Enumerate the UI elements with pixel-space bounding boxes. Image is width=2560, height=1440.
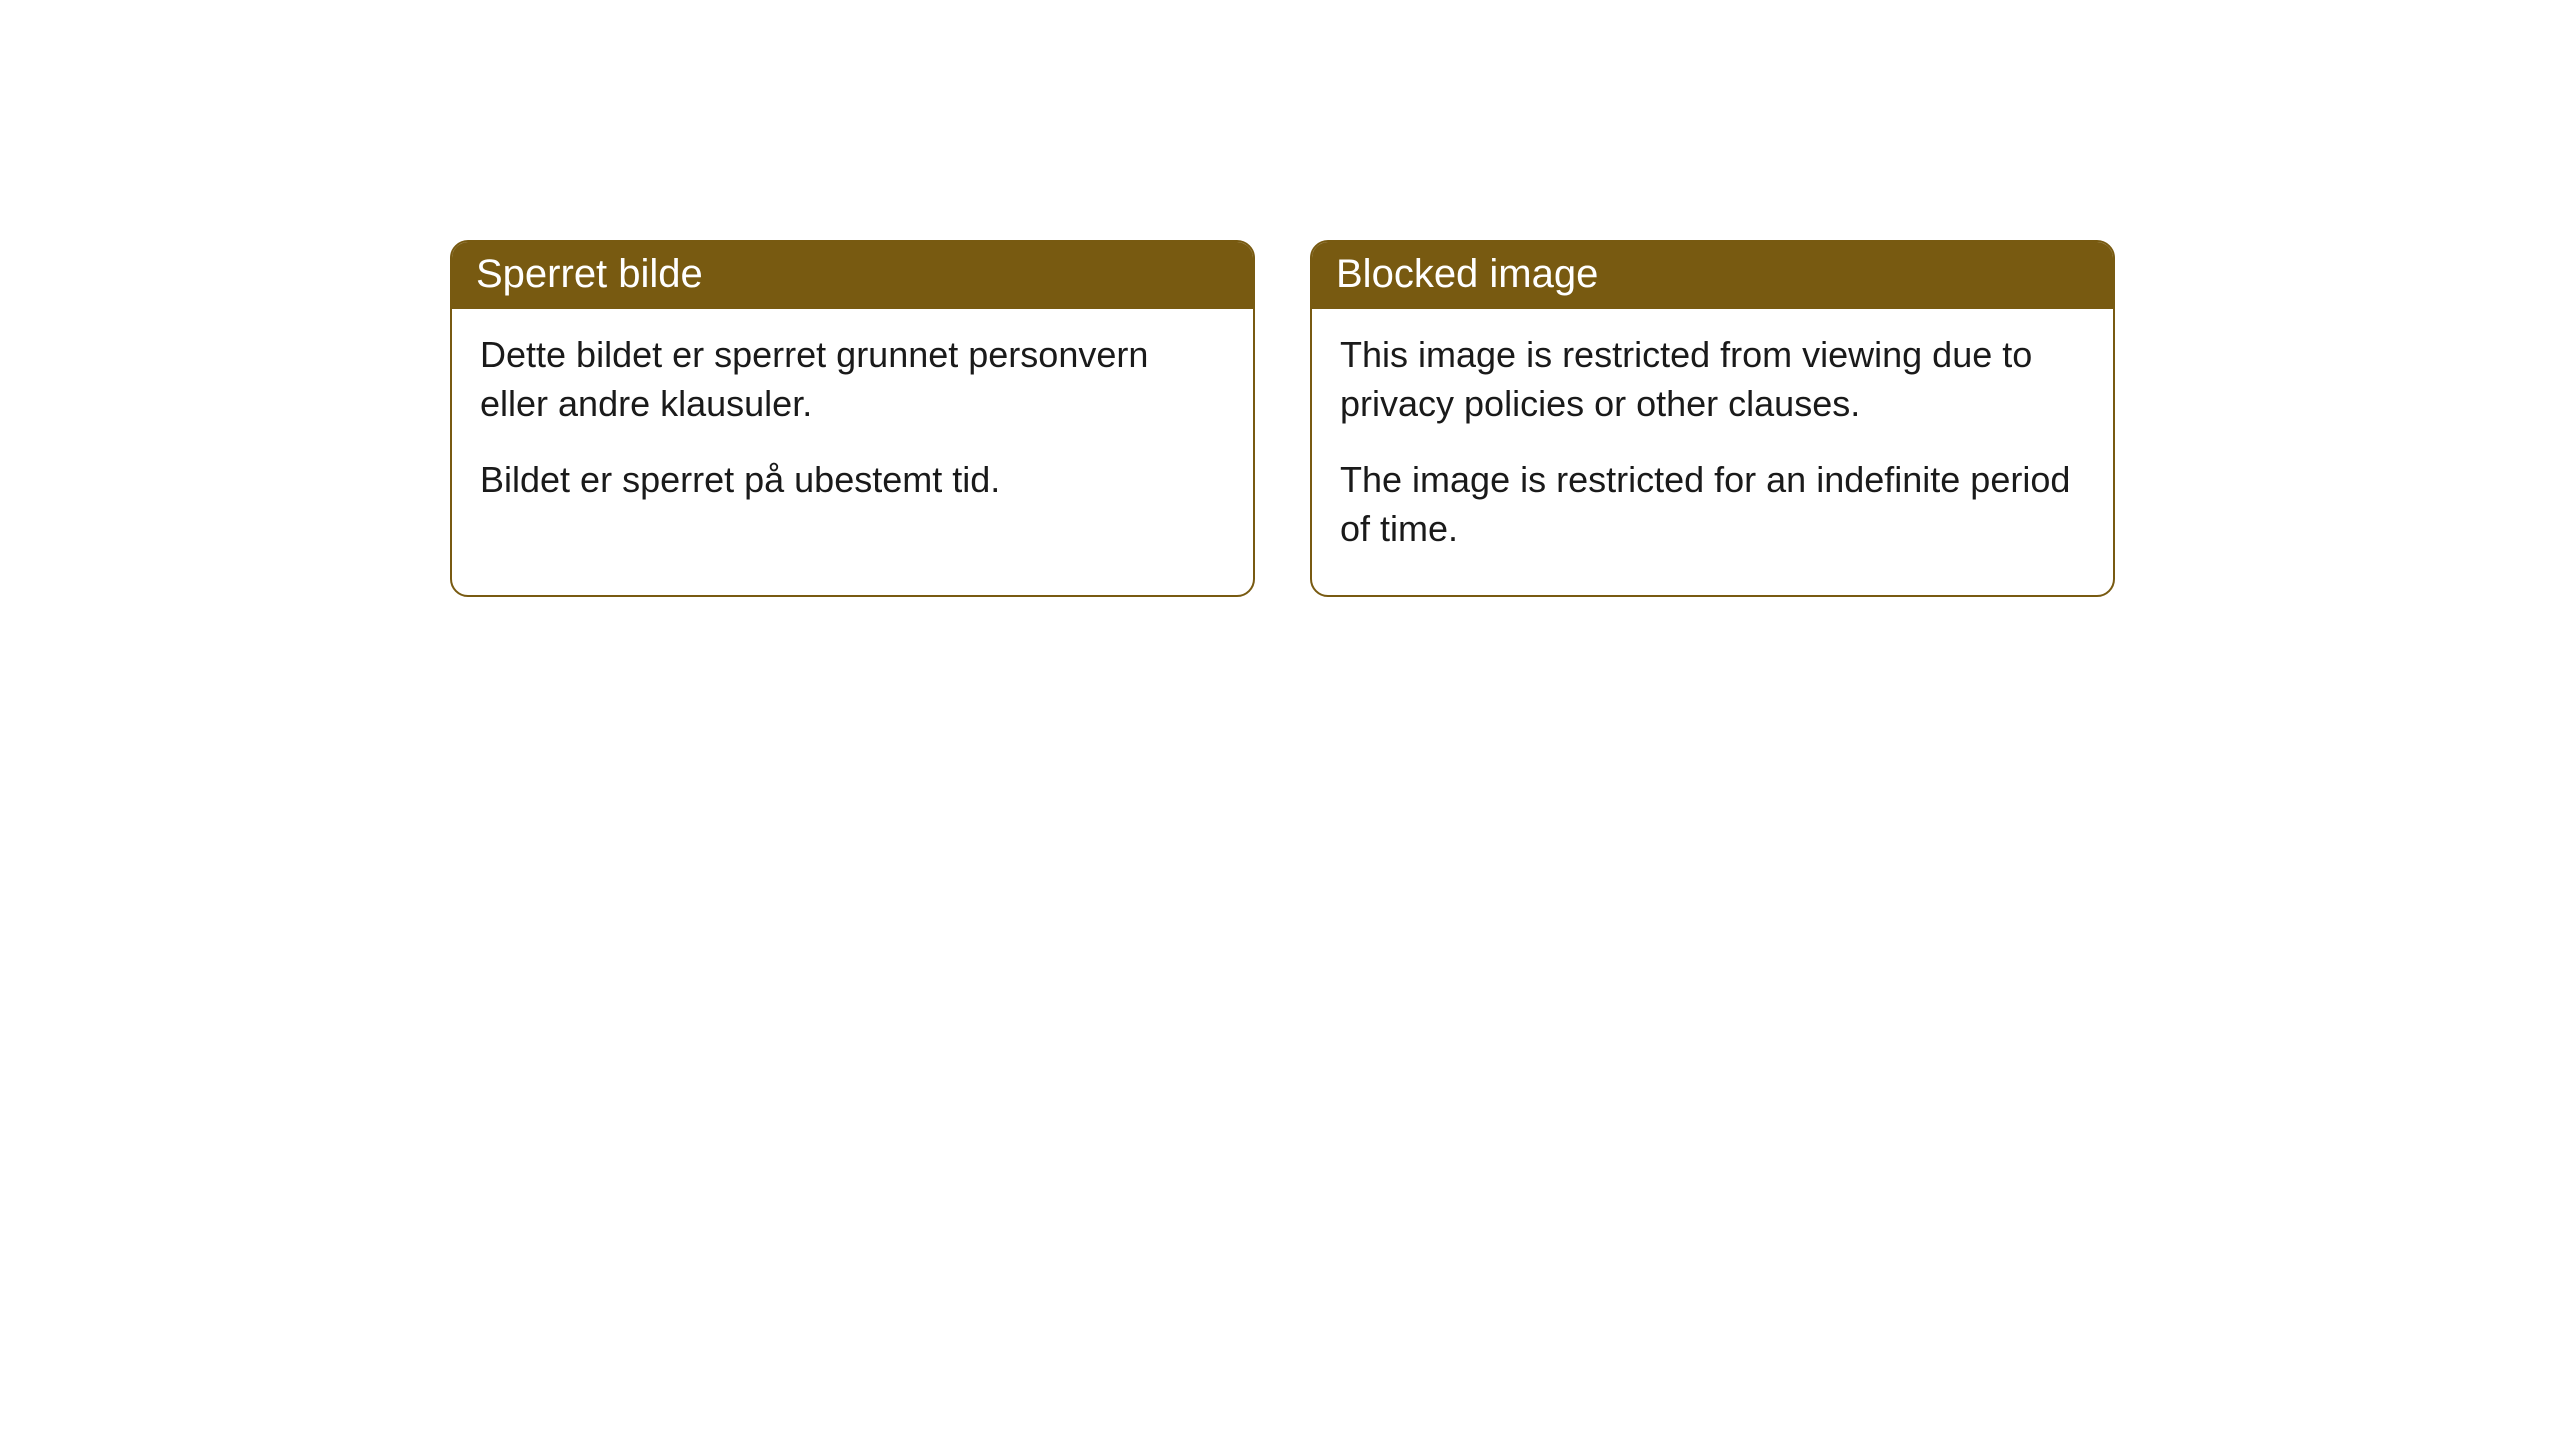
notice-text: Bildet er sperret på ubestemt tid. xyxy=(480,456,1225,505)
card-title-norwegian: Sperret bilde xyxy=(452,242,1253,309)
notice-text: This image is restricted from viewing du… xyxy=(1340,331,2085,428)
card-body-english: This image is restricted from viewing du… xyxy=(1312,309,2113,595)
notice-cards-container: Sperret bilde Dette bildet er sperret gr… xyxy=(450,240,2560,597)
notice-card-norwegian: Sperret bilde Dette bildet er sperret gr… xyxy=(450,240,1255,597)
card-title-english: Blocked image xyxy=(1312,242,2113,309)
notice-card-english: Blocked image This image is restricted f… xyxy=(1310,240,2115,597)
notice-text: The image is restricted for an indefinit… xyxy=(1340,456,2085,553)
card-body-norwegian: Dette bildet er sperret grunnet personve… xyxy=(452,309,1253,547)
notice-text: Dette bildet er sperret grunnet personve… xyxy=(480,331,1225,428)
